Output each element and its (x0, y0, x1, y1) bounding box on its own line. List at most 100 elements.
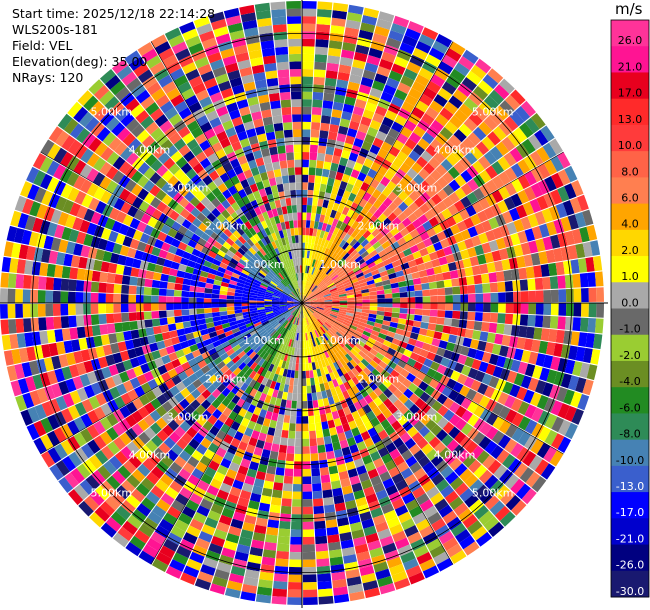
gate-cell (354, 178, 364, 189)
gate-cell (467, 284, 476, 294)
gate-cell (335, 171, 344, 181)
gate-cell (417, 334, 426, 343)
gate-cell (485, 229, 496, 242)
gate-cell (495, 378, 507, 392)
gate-cell (541, 208, 554, 223)
gate-cell (354, 305, 363, 310)
gate-cell (359, 226, 368, 236)
gate-cell (318, 137, 328, 147)
gate-cell (315, 291, 323, 297)
gate-cell (322, 311, 331, 316)
gate-cell (557, 169, 571, 186)
gate-cell (353, 287, 362, 292)
gate-cell (454, 62, 470, 77)
gate-cell (520, 242, 531, 256)
gate-cell (452, 89, 468, 103)
gate-cell (375, 245, 385, 254)
gate-cell (486, 332, 496, 344)
gate-cell (398, 318, 407, 325)
gate-cell (309, 303, 318, 306)
gate-cell (504, 167, 518, 182)
gate-cell (564, 405, 577, 422)
gate-cell (341, 173, 351, 184)
gate-cell (527, 377, 539, 392)
gate-cell (454, 187, 467, 200)
gate-cell (366, 151, 377, 162)
gate-cell (358, 147, 370, 158)
gate-cell (323, 292, 331, 296)
gate-cell (354, 308, 363, 313)
gate-cell (390, 226, 400, 237)
gate-cell (315, 260, 321, 269)
colorbar-tick-label: -6.0 (619, 401, 640, 414)
gate-cell (393, 56, 409, 69)
gate-cell (362, 109, 375, 120)
gate-cell (340, 49, 355, 60)
gate-cell (510, 163, 524, 178)
gate-cell (383, 315, 392, 322)
colorbar-tick-label: 1.0 (621, 270, 639, 283)
gate-cell (572, 273, 581, 288)
gate-cell (380, 176, 391, 187)
gate-cell (341, 241, 350, 251)
gate-cell (311, 267, 316, 275)
gate-cell (460, 169, 473, 183)
gate-cell (450, 68, 466, 83)
gate-cell (351, 220, 360, 230)
gate-cell (372, 241, 382, 250)
gate-cell (512, 314, 521, 326)
gate-cell (337, 164, 346, 174)
gate-cell (339, 274, 348, 281)
gate-cell (391, 121, 404, 133)
gate-cell (360, 165, 371, 175)
gate-cell (466, 191, 479, 205)
gate-cell (384, 303, 393, 308)
gate-cell (392, 297, 401, 303)
gate-cell (326, 138, 336, 148)
gate-cell (302, 38, 315, 47)
gate-cell (317, 237, 323, 246)
gate-cell (310, 284, 317, 292)
gate-cell (489, 146, 504, 161)
gate-cell (396, 323, 406, 330)
colorbar-tick-label: 8.0 (621, 165, 639, 178)
gate-cell (540, 125, 555, 142)
gate-cell (305, 265, 308, 274)
gate-cell (384, 298, 393, 303)
gate-cell (323, 307, 332, 311)
gate-cell (327, 216, 335, 226)
gate-cell (375, 314, 385, 320)
gate-cell (333, 147, 343, 158)
gate-cell (587, 318, 597, 333)
gate-cell (508, 336, 519, 348)
gate-cell (538, 251, 548, 265)
gate-cell (329, 287, 338, 293)
gate-cell (421, 315, 430, 323)
gate-cell (506, 346, 517, 359)
gate-cell (302, 227, 306, 236)
gate-cell (413, 173, 425, 186)
gate-cell (483, 207, 495, 220)
gate-cell (429, 288, 438, 296)
gate-cell (419, 348, 429, 358)
gate-cell (424, 261, 434, 270)
gate-cell (563, 389, 575, 405)
gate-cell (510, 359, 521, 373)
gate-cell (318, 245, 324, 254)
gate-cell (322, 100, 334, 110)
gate-cell (466, 320, 475, 330)
gate-cell (335, 267, 343, 275)
gate-cell (318, 253, 324, 262)
gate-cell (460, 365, 472, 377)
gate-cell (490, 203, 502, 217)
gate-cell (353, 51, 368, 63)
gate-cell (594, 271, 604, 287)
gate-cell (513, 219, 525, 233)
gate-cell (467, 226, 478, 238)
gate-cell (467, 347, 478, 359)
gate-cell (434, 67, 450, 81)
gate-cell (520, 216, 532, 230)
gate-cell (328, 270, 336, 278)
gate-cell (506, 246, 516, 259)
gate-cell (488, 110, 504, 126)
